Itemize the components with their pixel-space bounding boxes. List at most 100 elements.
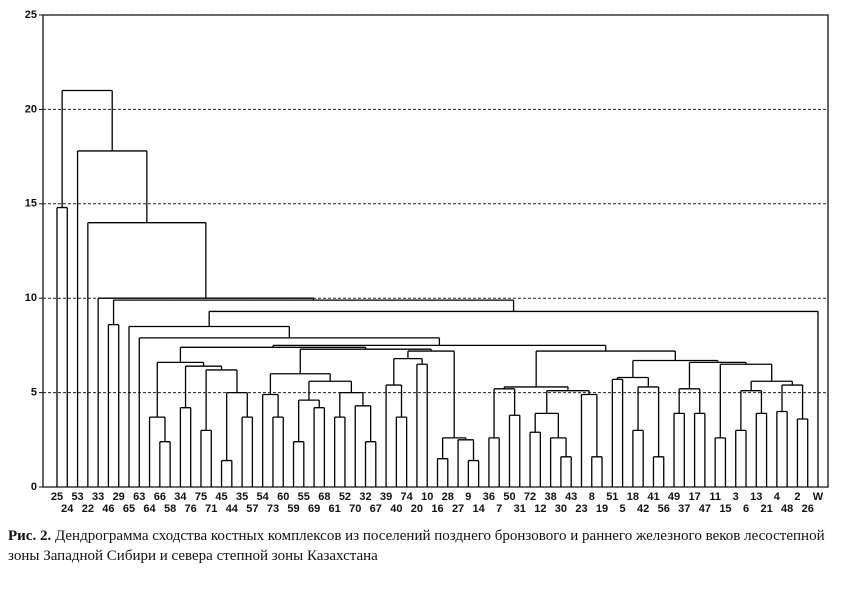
leaf-label: 56 <box>658 503 670 515</box>
leaf-label: 39 <box>380 491 392 503</box>
cluster-link <box>241 416 254 487</box>
leaf-label: 67 <box>370 503 382 515</box>
leaf-label: 75 <box>195 491 207 503</box>
cluster-link <box>395 416 408 487</box>
cluster-link <box>159 441 171 487</box>
leaf-label: 74 <box>401 491 414 503</box>
cluster-link <box>488 437 500 487</box>
cluster-link <box>719 363 773 438</box>
leaf-label: 33 <box>92 491 104 503</box>
leaf-label: 47 <box>699 503 711 515</box>
leaf-label: 29 <box>113 491 125 503</box>
cluster-link <box>441 437 467 459</box>
leaf-label: 41 <box>647 491 659 503</box>
leaf-label: W <box>813 491 824 503</box>
cluster-link <box>436 458 449 487</box>
cluster-link <box>184 365 223 408</box>
leaf-label: 57 <box>246 503 258 515</box>
leaf-label: 15 <box>719 503 731 515</box>
cluster-link <box>688 361 747 389</box>
leaf-label: 50 <box>503 491 515 503</box>
caption-text: Дендрограмма сходства костных комплексов… <box>8 528 825 564</box>
leaf-label: 61 <box>329 503 341 515</box>
cluster-link <box>580 393 598 487</box>
leaf-label: 17 <box>688 491 700 503</box>
cluster-link <box>298 399 320 442</box>
leaf-label: 9 <box>465 491 471 503</box>
leaf-label: 11 <box>709 491 721 503</box>
leaf-label: 10 <box>421 491 433 503</box>
leaf-label: 20 <box>411 503 423 515</box>
leaf-label: 53 <box>71 491 83 503</box>
leaf-label: 12 <box>534 503 546 515</box>
leaf-label: 72 <box>524 491 536 503</box>
cluster-link <box>632 359 719 378</box>
leaf-label: 70 <box>349 503 361 515</box>
cluster-link <box>262 393 279 487</box>
cluster-link <box>493 388 516 438</box>
cluster-link <box>529 431 541 487</box>
cluster-link <box>549 437 567 487</box>
leaf-label: 65 <box>123 503 135 515</box>
leaf-label: 76 <box>185 503 197 515</box>
cluster-link <box>457 439 475 487</box>
leaf-label: 25 <box>51 491 63 503</box>
leaf-label: 18 <box>627 491 639 503</box>
leaf-label: 23 <box>575 503 587 515</box>
leaf-label: 3 <box>733 491 739 503</box>
leaf-label: 32 <box>359 491 371 503</box>
cluster-link <box>735 429 747 487</box>
leaf-label: 73 <box>267 503 279 515</box>
cluster-link <box>776 410 788 487</box>
leaf-label: 46 <box>102 503 114 515</box>
leaf-label: 16 <box>431 503 443 515</box>
y-tick-label: 15 <box>25 198 37 210</box>
cluster-link <box>107 323 120 487</box>
cluster-link <box>632 429 644 487</box>
cluster-link <box>61 89 113 208</box>
cluster-link <box>611 378 624 487</box>
dendrogram-chart: 0510152025252453223346296563646658347675… <box>25 9 829 515</box>
leaf-label: 24 <box>61 503 74 515</box>
figure-caption: Рис. 2. Дендрограмма сходства костных ко… <box>8 526 853 566</box>
leaf-label: 52 <box>339 491 351 503</box>
leaf-label: 71 <box>205 503 217 515</box>
leaf-label: 14 <box>473 503 486 515</box>
leaf-label: 43 <box>565 491 577 503</box>
y-tick-label: 0 <box>31 481 37 493</box>
cluster-link <box>354 405 372 487</box>
cluster-link <box>385 384 403 487</box>
cluster-link <box>299 348 432 374</box>
leaf-label: 2 <box>794 491 800 503</box>
leaf-label: 36 <box>483 491 495 503</box>
leaf-label: 48 <box>781 503 793 515</box>
cluster-link <box>535 350 676 387</box>
cluster-link <box>112 299 515 325</box>
leaf-label: 54 <box>257 491 270 503</box>
leaf-label: 6 <box>743 503 749 515</box>
cluster-link <box>308 380 353 401</box>
cluster-link <box>313 407 326 487</box>
leaf-label: 59 <box>287 503 299 515</box>
cluster-link <box>750 380 793 391</box>
leaf-label: 40 <box>390 503 402 515</box>
cluster-link <box>364 441 377 487</box>
leaf-label: 42 <box>637 503 649 515</box>
leaf-label: 55 <box>298 491 310 503</box>
leaf-label: 45 <box>215 491 227 503</box>
leaf-label: 49 <box>668 491 680 503</box>
leaf-label: 34 <box>174 491 187 503</box>
leaf-label: 68 <box>318 491 330 503</box>
y-tick-label: 10 <box>25 292 37 304</box>
cluster-link <box>652 456 665 487</box>
plot-frame <box>42 14 829 488</box>
leaf-label: 31 <box>514 503 526 515</box>
leaf-label: 38 <box>544 491 556 503</box>
cluster-link <box>416 363 428 487</box>
leaf-label: 60 <box>277 491 289 503</box>
cluster-link <box>87 222 207 487</box>
cluster-link <box>781 384 804 420</box>
cluster-link <box>339 391 364 418</box>
leaf-label: 66 <box>154 491 166 503</box>
